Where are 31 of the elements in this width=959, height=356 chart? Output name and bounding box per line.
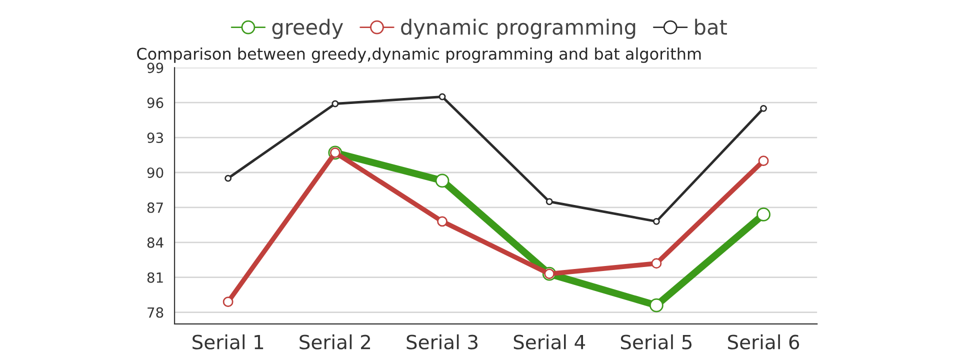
chart-title: Comparison between greedy,dynamic programming and bat algorithm (137, 47, 701, 63)
point (756, 207, 770, 222)
point (652, 218, 660, 225)
point (546, 198, 553, 206)
x-tick-label: Serial 5 (620, 334, 692, 350)
legend-label: dynamic programming (401, 18, 636, 39)
x-tick-label: Serial 3 (406, 334, 478, 350)
point (332, 100, 339, 108)
y-tick-label: 99 (147, 62, 164, 74)
point (649, 298, 664, 312)
point (651, 258, 662, 269)
legend-label: greedy (272, 18, 344, 39)
point (224, 174, 232, 182)
y-tick-label: 84 (147, 237, 164, 248)
x-tick-label: Serial 4 (514, 334, 586, 350)
point (438, 93, 446, 100)
point (758, 156, 769, 166)
point (435, 174, 450, 188)
y-tick-label: 87 (147, 202, 163, 213)
legend-label: bat (695, 18, 727, 35)
x-tick-label: Serial 1 (192, 334, 264, 350)
y-tick-label: 96 (147, 98, 164, 108)
point (760, 104, 767, 112)
point (437, 216, 448, 227)
point (222, 296, 234, 308)
x-tick-label: Serial 6 (728, 334, 800, 350)
y-tick-label: 78 (148, 307, 164, 318)
x-tick-label: Serial 2 (300, 334, 370, 350)
y-tick-label: 90 (147, 167, 164, 178)
y-tick-label: 93 (147, 132, 164, 144)
y-tick-label: 81 (147, 272, 163, 283)
